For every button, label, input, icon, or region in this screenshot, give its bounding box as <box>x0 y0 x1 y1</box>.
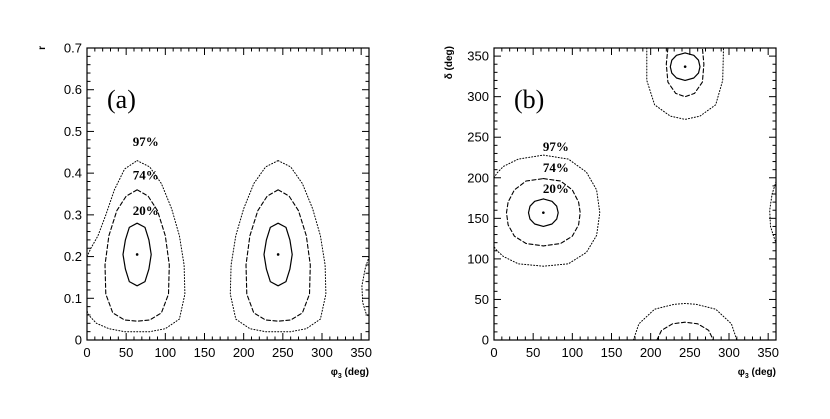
contour-74pct-a <box>104 189 170 322</box>
y-tick-label-b: 100 <box>467 251 489 266</box>
contour-20pct-b <box>527 198 559 227</box>
y-tick-label-a: 0.7 <box>64 41 82 56</box>
panel-label-b: (b) <box>514 85 544 114</box>
contour-20pct-a <box>263 222 293 287</box>
x-axis-label-a: φ3 (deg) <box>331 367 369 380</box>
contour-97pct-b <box>632 303 738 340</box>
x-tick-label-a: 150 <box>194 345 216 360</box>
y-tick-label-b: 350 <box>467 49 489 64</box>
y-tick-label-b: 300 <box>467 89 489 104</box>
x-tick-label-b: 250 <box>679 345 701 360</box>
contour-20pct-b <box>669 52 701 82</box>
panel-label-a: (a) <box>107 85 136 114</box>
contour-20pct-a <box>122 222 152 287</box>
contour-label-74pct-b: 74% <box>543 160 569 175</box>
contour-97pct-b <box>646 48 724 120</box>
contour-74pct-b <box>665 48 705 98</box>
x-tick-label-a: 250 <box>272 345 294 360</box>
minimum-point-a <box>276 253 280 256</box>
contour-97pct-b <box>494 154 544 179</box>
y-tick-label-a: 0.3 <box>64 207 82 222</box>
y-tick-label-b: 200 <box>467 170 489 185</box>
y-tick-label-a: 0.2 <box>64 249 82 264</box>
y-axis-label-b: δ (deg) <box>444 46 455 79</box>
y-tick-label-a: 0.5 <box>64 124 82 139</box>
x-tick-label-b: 200 <box>640 345 662 360</box>
contour-label-97pct-a: 97% <box>133 134 159 149</box>
y-tick-label-b: 250 <box>467 130 489 145</box>
contour-74pct-b <box>656 321 714 340</box>
x-tick-label-a: 200 <box>233 345 255 360</box>
x-tick-label-b: 300 <box>718 345 740 360</box>
y-tick-label-a: 0.4 <box>64 166 82 181</box>
y-tick-label-a: 0.1 <box>64 291 82 306</box>
x-tick-label-a: 100 <box>154 345 176 360</box>
x-tick-label-b: 150 <box>601 345 623 360</box>
x-tick-label-b: 50 <box>526 345 540 360</box>
y-tick-label-b: 0 <box>482 333 489 348</box>
contour-label-20pct-b: 20% <box>543 181 569 196</box>
x-tick-label-a: 350 <box>350 345 372 360</box>
x-tick-label-a: 50 <box>119 345 133 360</box>
x-axis-label-b: φ3 (deg) <box>738 367 776 380</box>
contour-label-20pct-a: 20% <box>133 203 159 218</box>
panel-a: 0 50 100 150 200 250 300 350 0 0.1 0.2 0.3 0.4 0.5 0.6… <box>37 41 372 381</box>
panel-b: 0 50 100 150 200 250 300 350 0 50 100 150 200 250 300 3… <box>444 46 779 380</box>
x-tick-label-b: 100 <box>561 345 583 360</box>
contour-97pct-a <box>87 160 138 258</box>
contours-b <box>494 48 776 340</box>
contour-74pct-a <box>245 189 311 322</box>
y-tick-label-a: 0.6 <box>64 82 82 97</box>
contour-97pct-b <box>494 154 601 267</box>
x-tick-label-b: 0 <box>490 345 497 360</box>
contour-label-97pct-b: 97% <box>543 139 569 154</box>
x-tick-label-a: 0 <box>83 345 90 360</box>
minimum-point-b <box>542 211 545 214</box>
minimum-point-a <box>135 253 139 256</box>
x-tick-label-a: 300 <box>311 345 333 360</box>
y-tick-label-b: 150 <box>467 211 489 226</box>
contour-label-74pct-a: 74% <box>133 167 159 182</box>
contour-97pct-a <box>361 256 369 318</box>
contour-74pct-b <box>505 178 581 247</box>
contours-a <box>87 160 369 333</box>
contour-97pct-a <box>87 160 186 333</box>
y-tick-label-b: 50 <box>475 292 489 307</box>
contour-97pct-b <box>769 181 776 244</box>
minimum-point-b <box>683 65 687 68</box>
contour-97pct-a <box>229 160 327 333</box>
x-tick-label-b: 350 <box>757 345 779 360</box>
y-tick-label-a: 0 <box>75 333 82 348</box>
y-axis-label-a: r <box>37 46 48 50</box>
